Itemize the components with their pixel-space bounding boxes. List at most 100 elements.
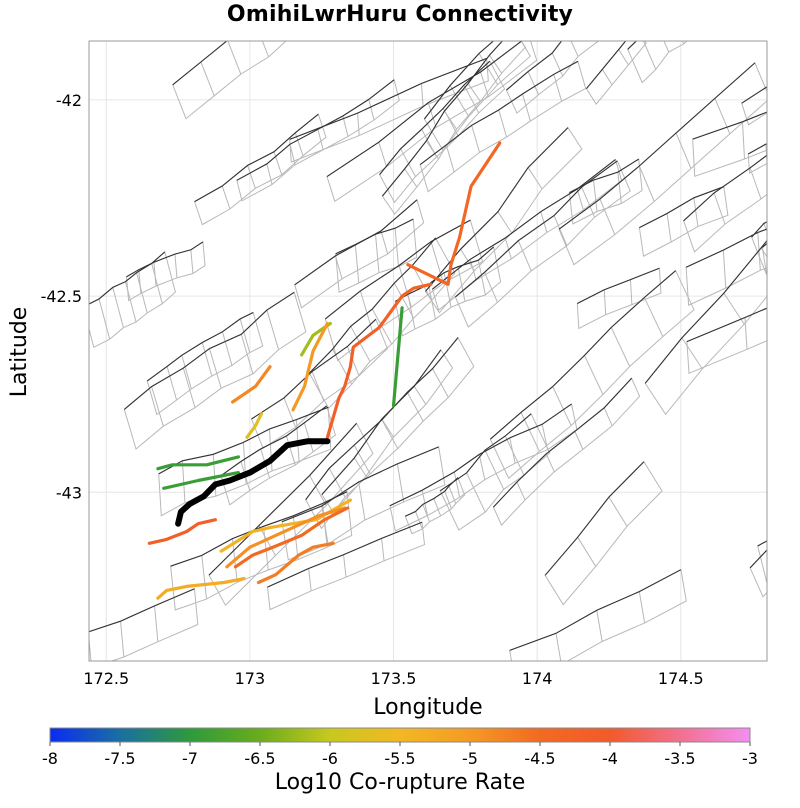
section-divider xyxy=(221,331,233,366)
section-divider xyxy=(381,418,394,438)
section-divider xyxy=(353,457,367,477)
colorbar-tick-label: -7.5 xyxy=(104,749,135,768)
section-divider xyxy=(342,115,349,137)
section-divider xyxy=(381,538,385,561)
section-divider xyxy=(154,605,159,642)
section-divider xyxy=(792,71,799,93)
section-divider xyxy=(262,526,269,571)
section-divider xyxy=(394,228,400,267)
fault-trace xyxy=(208,423,357,576)
map-layers xyxy=(89,0,800,661)
section-divider xyxy=(484,449,505,490)
rupture-section xyxy=(325,310,393,439)
section-divider xyxy=(603,289,607,315)
section-divider xyxy=(693,197,699,227)
section-outline xyxy=(172,41,287,120)
fault-trace xyxy=(683,154,767,222)
section-divider xyxy=(268,428,273,471)
fault-trace xyxy=(644,239,767,384)
section-divider xyxy=(553,74,563,102)
fault-traces xyxy=(89,41,767,651)
fault-trace xyxy=(389,403,572,507)
section-divider xyxy=(209,348,222,389)
section-divider xyxy=(781,535,794,564)
y-axis-label: Latitude xyxy=(7,307,32,398)
fault-trace xyxy=(194,113,319,203)
fault-trace xyxy=(685,228,767,268)
rupture-section xyxy=(406,141,502,286)
section-divider xyxy=(638,591,646,623)
section-divider xyxy=(427,102,437,128)
section-divider xyxy=(112,287,124,328)
fault-trace xyxy=(172,41,228,86)
section-divider xyxy=(760,247,767,258)
x-tick-label: 173 xyxy=(235,669,266,688)
colorbar-tick-label: -6 xyxy=(322,749,338,768)
section-divider xyxy=(378,142,388,168)
section-divider xyxy=(555,633,562,661)
section-divider xyxy=(190,249,194,274)
section-divider xyxy=(749,167,762,200)
section-divider xyxy=(601,69,613,86)
fault-trace xyxy=(158,406,329,475)
section-divider xyxy=(599,198,616,235)
section-outline xyxy=(692,111,767,177)
fault-trace xyxy=(558,62,756,230)
section-divider xyxy=(787,232,791,257)
section-divider xyxy=(321,505,329,545)
section-divider xyxy=(574,431,584,450)
section-divider xyxy=(484,272,498,303)
section-divider xyxy=(281,0,294,33)
y-axis-ticks: -42 -42.5 -43 xyxy=(41,91,82,502)
section-divider xyxy=(467,83,481,102)
section-divider xyxy=(227,41,242,75)
fault-trace xyxy=(220,405,327,477)
fault-trace xyxy=(585,41,627,90)
fault-trace xyxy=(281,446,439,523)
section-divider xyxy=(407,294,416,330)
x-tick-label: 174.5 xyxy=(658,669,704,688)
rupture-section xyxy=(156,455,240,471)
section-divider xyxy=(430,241,444,284)
colorbar-ticks: -8 -7.5 -7 -6.5 -6 -5.5 -5 -4.5 -4 -3.5 -3 xyxy=(42,742,758,768)
section-divider xyxy=(584,355,604,395)
fault-trace xyxy=(762,242,767,248)
section-divider xyxy=(453,471,461,498)
fault-trace xyxy=(686,307,767,343)
rupture-section xyxy=(256,541,335,585)
section-divider xyxy=(283,397,297,428)
rupture-section xyxy=(231,365,272,404)
plot-frame xyxy=(88,40,768,662)
colorbar-tick-label: -3 xyxy=(742,749,758,768)
section-divider xyxy=(713,192,726,225)
section-divider xyxy=(643,297,664,337)
rupture-section xyxy=(233,506,350,569)
section-divider xyxy=(425,140,439,160)
section-divider xyxy=(289,144,296,165)
rupture-section xyxy=(156,576,246,600)
fault-trace xyxy=(506,41,563,91)
section-divider xyxy=(404,168,418,188)
section-divider xyxy=(617,172,622,204)
x-tick-label: 172.5 xyxy=(83,669,129,688)
section-divider xyxy=(371,308,393,345)
section-divider xyxy=(795,198,800,235)
section-divider xyxy=(357,113,360,136)
colorbar-tick-label: -6.5 xyxy=(244,749,275,768)
section-divider xyxy=(796,218,799,256)
section-divider xyxy=(551,52,564,77)
fault-trace xyxy=(170,491,348,567)
fault-trace xyxy=(381,41,504,197)
fault-trace xyxy=(324,219,471,320)
colorbar-tick-label: -3.5 xyxy=(664,749,695,768)
fault-trace xyxy=(305,337,459,501)
section-divider xyxy=(443,110,458,130)
fault-trace xyxy=(419,60,579,166)
fault-trace xyxy=(321,349,442,495)
section-divider xyxy=(522,93,531,122)
fault-trace xyxy=(439,413,532,492)
section-divider xyxy=(239,318,251,353)
fault-trace xyxy=(126,241,204,278)
section-divider xyxy=(353,444,371,475)
fault-trace xyxy=(146,312,254,382)
